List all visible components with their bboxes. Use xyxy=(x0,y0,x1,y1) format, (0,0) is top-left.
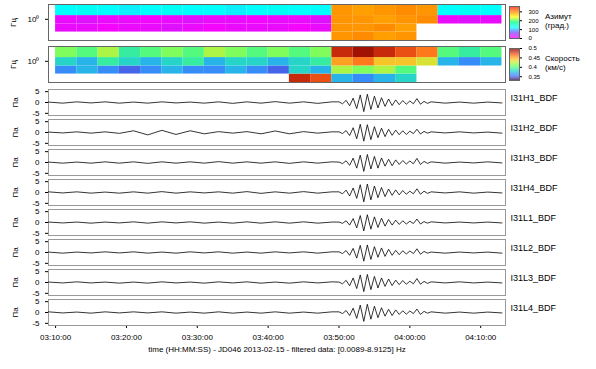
svg-text:100: 100 xyxy=(529,27,540,33)
svg-text:300: 300 xyxy=(529,9,540,15)
svg-text:I31H2_BDF: I31H2_BDF xyxy=(511,123,559,133)
html-text:(град.): (град.) xyxy=(545,21,569,30)
svg-text:I31H4_BDF: I31H4_BDF xyxy=(511,183,559,193)
svg-text:0: 0 xyxy=(35,218,40,227)
svg-text:-5: -5 xyxy=(32,319,40,328)
svg-text:Па: Па xyxy=(11,307,20,318)
svg-text:Па: Па xyxy=(11,127,20,138)
svg-text:-5: -5 xyxy=(32,259,40,267)
svg-text:Гц: Гц xyxy=(9,18,18,27)
svg-text:-5: -5 xyxy=(32,289,40,297)
svg-text:10⁰: 10⁰ xyxy=(28,15,40,24)
svg-text:I31L3_BDF: I31L3_BDF xyxy=(511,273,557,283)
svg-text:-5: -5 xyxy=(32,169,40,177)
svg-text:0: 0 xyxy=(35,278,40,287)
svg-text:Па: Па xyxy=(11,157,20,168)
svg-text:5: 5 xyxy=(35,237,40,246)
svg-text:I31L2_BDF: I31L2_BDF xyxy=(511,243,557,253)
svg-text:5: 5 xyxy=(35,207,40,216)
svg-text:0: 0 xyxy=(35,248,40,257)
svg-text:5: 5 xyxy=(35,267,40,276)
svg-text:I31H3_BDF: I31H3_BDF xyxy=(511,153,559,163)
svg-text:Па: Па xyxy=(11,247,20,258)
svg-text:Па: Па xyxy=(11,277,20,288)
svg-text:-5: -5 xyxy=(32,199,40,207)
svg-text:0: 0 xyxy=(35,188,40,197)
svg-text:5: 5 xyxy=(35,297,40,306)
svg-text:03:30:00: 03:30:00 xyxy=(182,333,214,342)
svg-text:Гц: Гц xyxy=(9,60,18,69)
svg-text:10⁰: 10⁰ xyxy=(28,57,40,66)
svg-text:I31L1_BDF: I31L1_BDF xyxy=(511,213,557,223)
svg-text:03:20:00: 03:20:00 xyxy=(111,333,143,342)
svg-text:200: 200 xyxy=(529,18,540,24)
svg-text:04:10:00: 04:10:00 xyxy=(465,333,497,342)
svg-text:5: 5 xyxy=(35,117,40,126)
svg-text:0: 0 xyxy=(529,35,533,41)
svg-text:I31H1_BDF: I31H1_BDF xyxy=(511,93,559,103)
svg-text:0.45: 0.45 xyxy=(529,55,541,61)
svg-text:0: 0 xyxy=(35,128,40,137)
svg-text:Па: Па xyxy=(11,217,20,228)
svg-text:I31L4_BDF: I31L4_BDF xyxy=(511,303,557,313)
svg-text:03:40:00: 03:40:00 xyxy=(253,333,285,342)
html-text:Азимут: Азимут xyxy=(545,12,572,21)
svg-text:-5: -5 xyxy=(32,109,40,117)
svg-text:Па: Па xyxy=(11,187,20,198)
svg-text:0.5: 0.5 xyxy=(529,45,538,51)
svg-text:-5: -5 xyxy=(32,229,40,237)
svg-text:time (HH:MM:SS) - JD046 2013-0: time (HH:MM:SS) - JD046 2013-02-15 - fil… xyxy=(148,345,405,354)
svg-text:0: 0 xyxy=(35,308,40,317)
svg-text:5: 5 xyxy=(35,177,40,186)
svg-text:0.35: 0.35 xyxy=(529,74,541,80)
html-text:Скорость: Скорость xyxy=(545,54,580,63)
html-text:(км/с): (км/с) xyxy=(545,63,566,72)
svg-text:03:10:00: 03:10:00 xyxy=(40,333,72,342)
svg-text:Па: Па xyxy=(11,97,20,108)
svg-text:04:00:00: 04:00:00 xyxy=(394,333,426,342)
svg-text:0: 0 xyxy=(35,158,40,167)
svg-text:5: 5 xyxy=(35,87,40,96)
svg-text:03:50:00: 03:50:00 xyxy=(323,333,355,342)
svg-text:0.4: 0.4 xyxy=(529,64,538,70)
svg-text:-5: -5 xyxy=(32,139,40,147)
svg-text:0: 0 xyxy=(35,98,40,107)
svg-text:5: 5 xyxy=(35,147,40,156)
